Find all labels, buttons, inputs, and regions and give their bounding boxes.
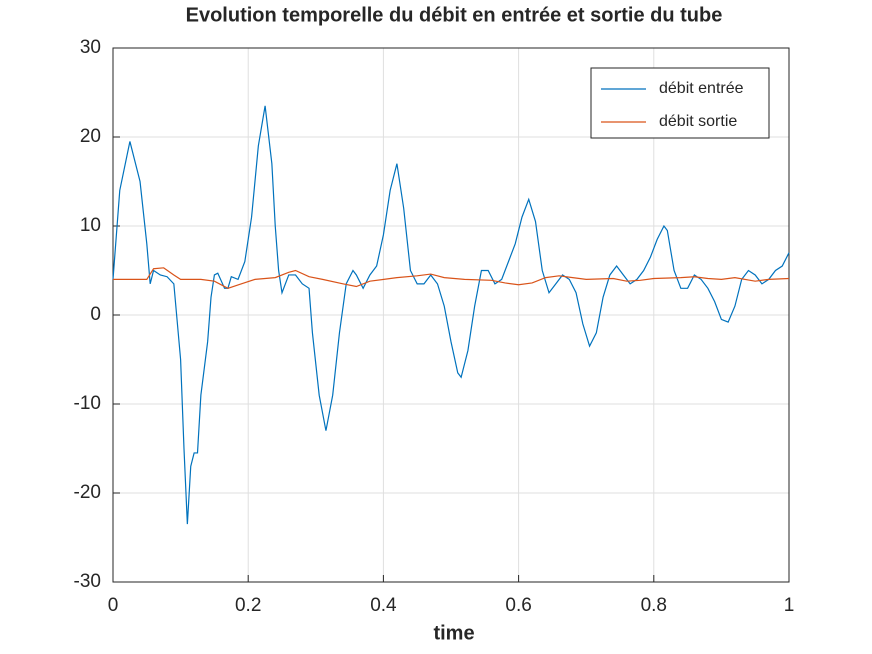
legend-box: [590, 67, 770, 139]
x-tick-label: 0.4: [370, 595, 397, 616]
y-tick-label: 20: [80, 126, 101, 147]
legend-label: débit sortie: [659, 113, 737, 130]
y-tick-label: -30: [74, 571, 101, 592]
data-line: [113, 267, 790, 289]
legend-label: débit entrée: [659, 80, 744, 97]
axes-box: [112, 47, 790, 583]
y-tick-label: -10: [74, 393, 101, 414]
y-tick-label: 0: [90, 304, 101, 325]
x-tick-label: 1: [784, 595, 795, 616]
y-tick-label: -20: [74, 482, 101, 503]
data-line: [112, 105, 790, 525]
y-tick-label: 30: [80, 37, 101, 58]
chart-title: Evolution temporelle du débit en entrée …: [186, 4, 723, 26]
x-tick-label: 0.6: [505, 595, 531, 616]
x-tick-label: 0.2: [235, 595, 261, 616]
y-tick-label: 10: [80, 215, 101, 236]
x-tick-label: 0: [108, 595, 119, 616]
x-tick-label: 0.8: [641, 595, 667, 616]
x-axis-label: time: [433, 622, 474, 644]
